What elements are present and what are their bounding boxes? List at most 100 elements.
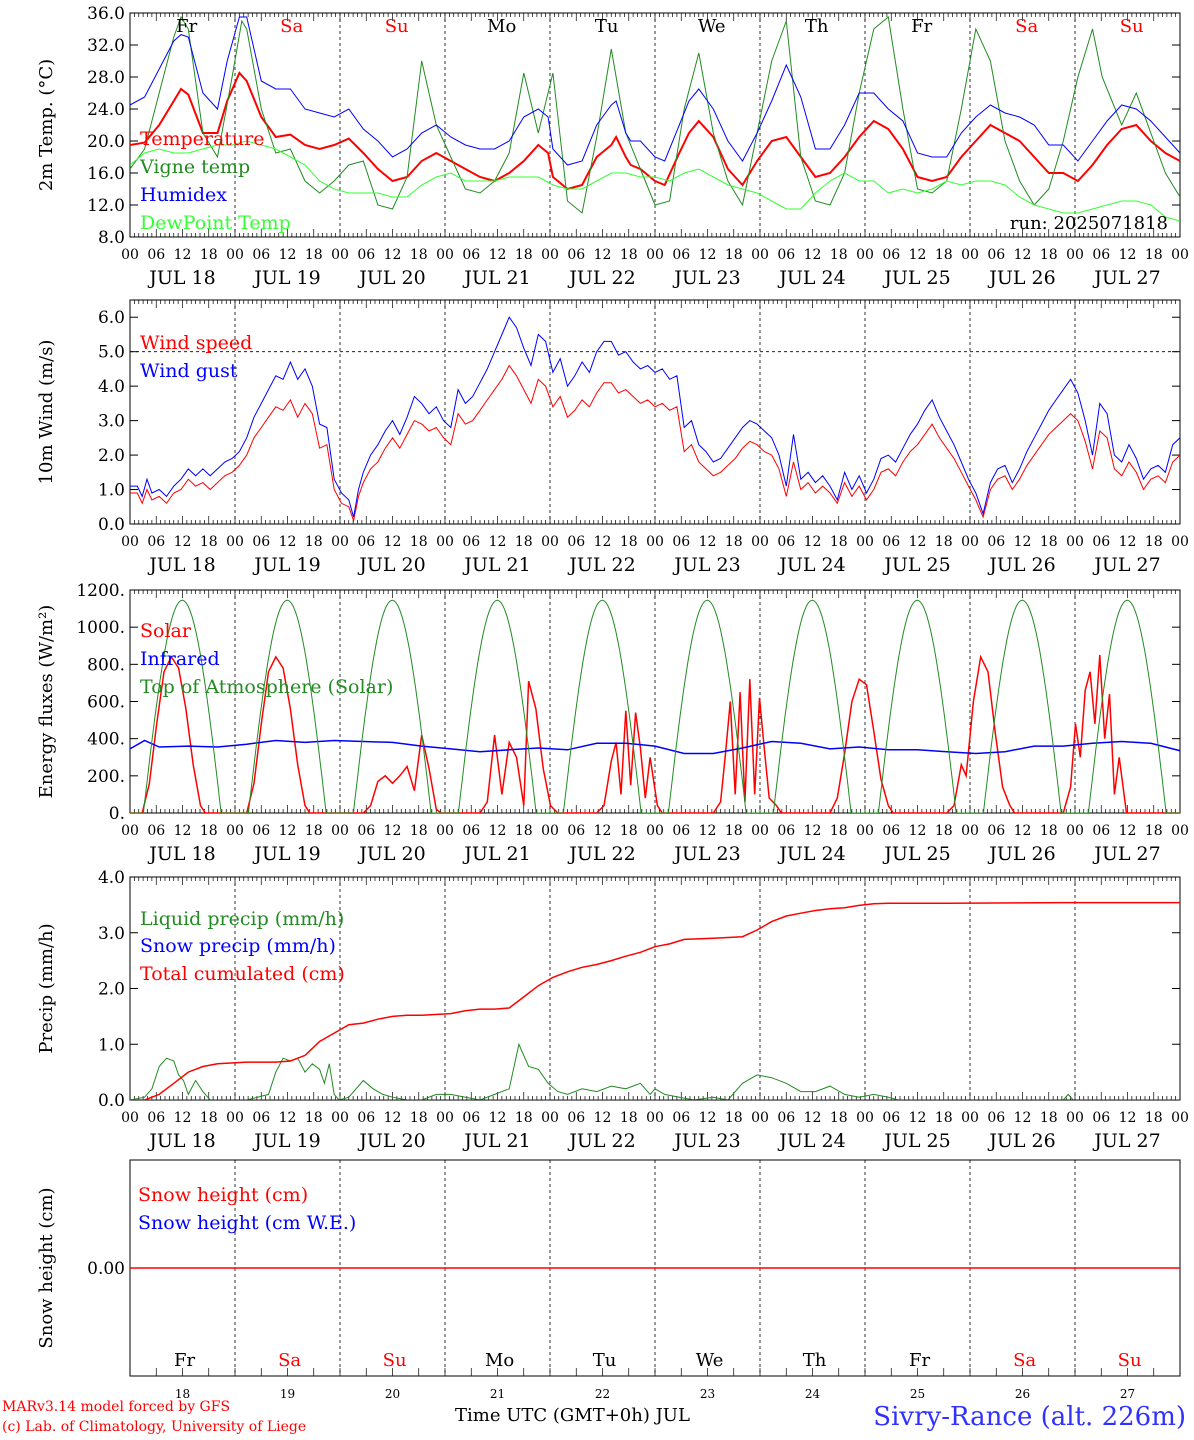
x-hour-label: 18 (1145, 1110, 1163, 1126)
x-day-label: JUL 26 (987, 267, 1055, 289)
x-hour-label: 06 (777, 823, 795, 839)
x-hour-label: 00 (961, 534, 979, 550)
weekday-label: Th (803, 1350, 827, 1371)
day-number: 24 (805, 1387, 821, 1401)
x-hour-label: 18 (515, 823, 533, 839)
x-hour-label: 18 (1145, 534, 1163, 550)
x-hour-label: 18 (830, 534, 848, 550)
x-hour-label: 00 (121, 247, 139, 263)
day-number: 19 (280, 1387, 295, 1401)
x-hour-label: 06 (567, 1110, 585, 1126)
y-tick-label: 1000. (76, 618, 125, 638)
x-hour-label: 00 (436, 823, 454, 839)
weekday-label: We (698, 16, 726, 37)
x-hour-label: 12 (1119, 247, 1137, 263)
weekday-label: Fr (174, 1350, 195, 1371)
x-hour-label: 18 (515, 534, 533, 550)
series-line (130, 739, 1180, 755)
weekday-label: Su (383, 1350, 407, 1371)
x-hour-label: 00 (856, 823, 874, 839)
y-tick-label: 0.0 (98, 1091, 125, 1111)
x-hour-label: 00 (331, 1110, 349, 1126)
x-hour-label: 06 (147, 1110, 165, 1126)
x-hour-label: 18 (200, 1110, 218, 1126)
x-hour-label: 06 (672, 1110, 690, 1126)
x-hour-label: 06 (777, 534, 795, 550)
y-tick-label: 5.0 (98, 343, 125, 363)
y-axis-label: 10m Wind (m/s) (36, 340, 57, 485)
x-hour-label: 00 (751, 1110, 769, 1126)
x-hour-label: 12 (594, 247, 612, 263)
x-hour-label: 06 (777, 1110, 795, 1126)
x-day-label: JUL 25 (882, 554, 950, 576)
x-hour-label: 12 (594, 1110, 612, 1126)
x-day-label: JUL 20 (357, 843, 425, 865)
x-hour-label: 12 (1119, 1110, 1137, 1126)
weekday-label: Sa (280, 16, 303, 37)
y-tick-label: 4.0 (98, 868, 125, 888)
y-tick-label: 36.0 (87, 4, 125, 24)
x-hour-label: 00 (121, 1110, 139, 1126)
x-hour-label: 00 (121, 823, 139, 839)
x-hour-label: 12 (804, 823, 822, 839)
x-hour-label: 06 (357, 823, 375, 839)
series-line (130, 901, 1180, 1100)
legend-entry: Liquid precip (mm/h) (140, 908, 344, 930)
day-number: 21 (490, 1387, 505, 1401)
x-hour-label: 06 (882, 823, 900, 839)
x-hour-label: 18 (830, 1110, 848, 1126)
x-hour-label: 18 (515, 1110, 533, 1126)
x-hour-label: 18 (410, 247, 428, 263)
x-hour-label: 06 (252, 534, 270, 550)
x-hour-label: 18 (620, 823, 638, 839)
x-hour-label: 12 (1119, 823, 1137, 839)
x-hour-label: 18 (830, 247, 848, 263)
weekday-label: Su (1118, 1350, 1142, 1371)
x-hour-label: 00 (436, 247, 454, 263)
x-hour-label: 00 (646, 823, 664, 839)
series-line (130, 364, 1180, 523)
x-day-label: JUL 18 (147, 554, 215, 576)
x-day-label: JUL 20 (357, 554, 425, 576)
legend-entry: DewPoint Temp (140, 212, 291, 234)
x-hour-label: 12 (1014, 1110, 1032, 1126)
x-day-label: JUL 23 (672, 554, 740, 576)
x-hour-label: 12 (699, 534, 717, 550)
y-tick-label: 800. (87, 655, 125, 675)
x-day-label: JUL 27 (1092, 1130, 1160, 1152)
x-hour-label: 00 (1066, 534, 1084, 550)
x-hour-label: 06 (777, 247, 795, 263)
x-hour-label: 00 (1066, 1110, 1084, 1126)
x-day-label: JUL 18 (147, 1130, 215, 1152)
x-day-label: JUL 27 (1092, 843, 1160, 865)
day-number: 18 (175, 1387, 190, 1401)
x-day-label: JUL 19 (252, 554, 320, 576)
x-hour-label: 06 (357, 247, 375, 263)
x-hour-label: 18 (935, 823, 953, 839)
x-day-label: JUL 24 (777, 843, 845, 865)
weekday-label: Mo (487, 16, 516, 37)
x-hour-label: 18 (305, 247, 323, 263)
x-hour-label: 12 (174, 1110, 192, 1126)
x-hour-label: 00 (751, 534, 769, 550)
x-day-label: JUL 22 (567, 554, 635, 576)
x-hour-label: 06 (1092, 823, 1110, 839)
x-hour-label: 06 (987, 247, 1005, 263)
x-hour-label: 12 (699, 247, 717, 263)
x-day-label: JUL 20 (357, 1130, 425, 1152)
legend-entry: Wind speed (140, 332, 252, 354)
legend-entry: Snow height (cm) (138, 1184, 308, 1206)
x-hour-label: 18 (200, 534, 218, 550)
x-day-label: JUL 21 (462, 267, 530, 289)
x-hour-label: 18 (1040, 534, 1058, 550)
x-hour-label: 12 (594, 534, 612, 550)
day-number: 23 (700, 1387, 715, 1401)
y-tick-label: 1200. (76, 581, 125, 601)
x-day-label: JUL 25 (882, 843, 950, 865)
y-axis-label: Snow height (cm) (36, 1187, 57, 1348)
y-tick-label: 20.0 (87, 132, 125, 152)
x-day-label: JUL 19 (252, 267, 320, 289)
weekday-label: Tu (595, 16, 619, 37)
x-hour-label: 18 (725, 823, 743, 839)
